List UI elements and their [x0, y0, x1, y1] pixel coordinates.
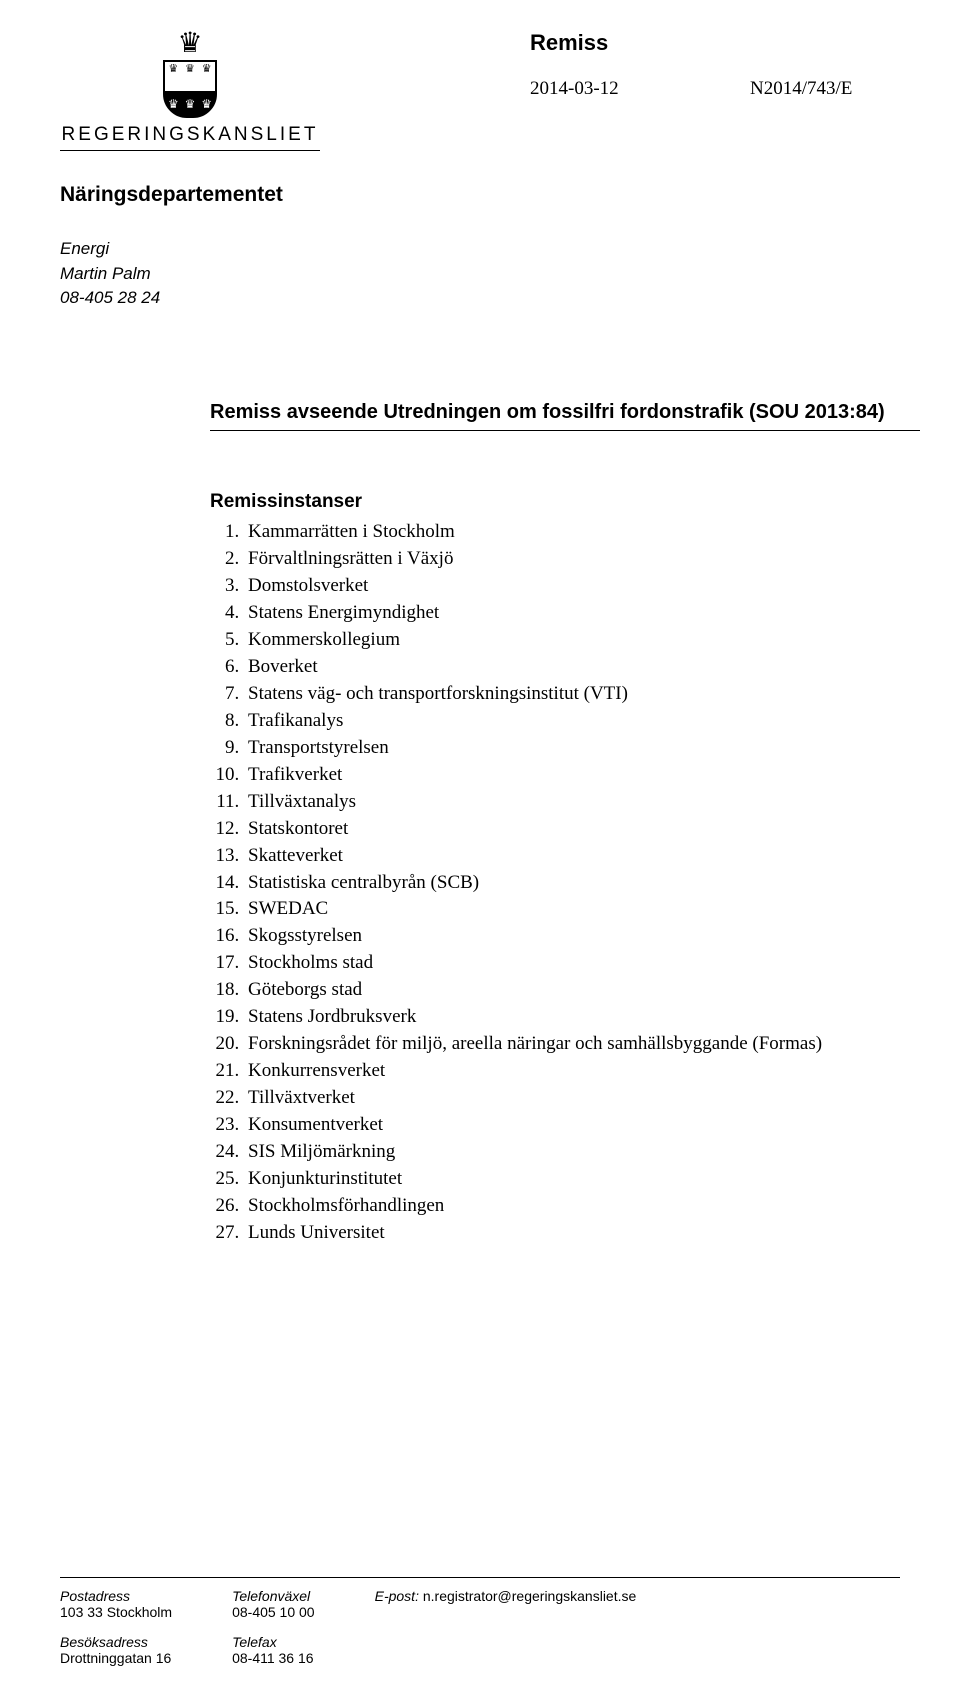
- brand-name: REGERINGSKANSLIET: [60, 124, 320, 151]
- list-item: SIS Miljömärkning: [244, 1139, 900, 1166]
- contact-block: Energi Martin Palm 08-405 28 24: [60, 237, 900, 311]
- list-item: SWEDAC: [244, 896, 900, 923]
- list-item: Trafikanalys: [244, 708, 900, 735]
- footer-phone-label: Telefonväxel: [232, 1588, 315, 1604]
- list-item: Stockholmsförhandlingen: [244, 1193, 900, 1220]
- footer-phone-value: 08-405 10 00: [232, 1604, 315, 1620]
- list-item: Statistiska centralbyrån (SCB): [244, 870, 900, 897]
- footer-post-label: Postadress: [60, 1588, 172, 1604]
- footer-email-label: E-post:: [375, 1588, 419, 1604]
- footer-fax-label: Telefax: [232, 1634, 315, 1650]
- footer-visit-value: Drottninggatan 16: [60, 1650, 172, 1666]
- footer-post-value: 103 33 Stockholm: [60, 1604, 172, 1620]
- list-item: Lunds Universitet: [244, 1220, 900, 1247]
- list-item: Kommerskollegium: [244, 627, 900, 654]
- list-item: Boverket: [244, 654, 900, 681]
- list-item: Kammarrätten i Stockholm: [244, 519, 900, 546]
- list-item: Stockholms stad: [244, 950, 900, 977]
- list-item: Transportstyrelsen: [244, 735, 900, 762]
- footer-visit-label: Besöksadress: [60, 1634, 172, 1650]
- list-item: Domstolsverket: [244, 573, 900, 600]
- list-item: Statskontoret: [244, 816, 900, 843]
- list-item: Statens Energimyndighet: [244, 600, 900, 627]
- subject-line: Remiss avseende Utredningen om fossilfri…: [210, 401, 920, 424]
- list-item: Skogsstyrelsen: [244, 923, 900, 950]
- list-item: Skatteverket: [244, 843, 900, 870]
- doc-date: 2014-03-12: [530, 78, 750, 100]
- list-title: Remissinstanser: [210, 491, 900, 513]
- list-item: Forskningsrådet för miljö, areella närin…: [244, 1031, 900, 1058]
- contact-phone: 08-405 28 24: [60, 286, 900, 311]
- list-item: Konjunkturinstitutet: [244, 1166, 900, 1193]
- list-item: Statens väg- och transportforskningsinst…: [244, 681, 900, 708]
- contact-person: Martin Palm: [60, 262, 900, 287]
- footer-email-value: n.registrator@regeringskansliet.se: [423, 1588, 636, 1604]
- remiss-list: Kammarrätten i StockholmFörvaltlningsrät…: [210, 519, 900, 1247]
- doc-type: Remiss: [530, 30, 852, 56]
- doc-reference: N2014/743/E: [750, 78, 852, 100]
- list-item: Tillväxtanalys: [244, 789, 900, 816]
- list-item: Tillväxtverket: [244, 1085, 900, 1112]
- logo-block: ♛ ♛♛♛ ♛♛♛ REGERINGSKANSLIET: [60, 30, 320, 151]
- list-item: Trafikverket: [244, 762, 900, 789]
- list-item: Konkurrensverket: [244, 1058, 900, 1085]
- department: Näringsdepartementet: [60, 183, 900, 207]
- footer-fax-value: 08-411 36 16: [232, 1650, 315, 1666]
- crest-icon: ♛ ♛♛♛ ♛♛♛: [163, 30, 217, 118]
- list-item: Konsumentverket: [244, 1112, 900, 1139]
- list-item: Statens Jordbruksverk: [244, 1004, 900, 1031]
- contact-unit: Energi: [60, 237, 900, 262]
- list-item: Göteborgs stad: [244, 977, 900, 1004]
- footer: Postadress 103 33 Stockholm Besöksadress…: [60, 1577, 900, 1666]
- list-item: Förvaltlningsrätten i Växjö: [244, 546, 900, 573]
